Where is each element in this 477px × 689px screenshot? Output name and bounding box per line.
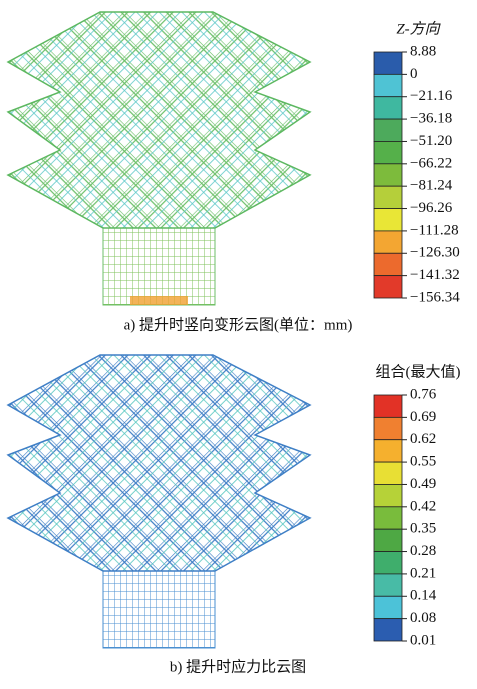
- legend-swatch: [374, 574, 402, 596]
- legend-swatch: [374, 395, 402, 417]
- figure: Z-方向 8.88 0 −21.16 −36.18 −51.20 −66.22 −81.24 −…: [0, 0, 477, 684]
- legend-label: −66.22: [410, 155, 452, 171]
- legend-swatch: [374, 186, 402, 208]
- legend-swatch: [374, 596, 402, 618]
- legend-swatch: [374, 276, 402, 298]
- legend-label: 0.55: [410, 454, 436, 470]
- legend-swatch: [374, 529, 402, 551]
- legend-label: −126.30: [410, 245, 460, 261]
- legend-swatch: [374, 417, 402, 439]
- legend-label: −141.32: [410, 267, 460, 283]
- legend-title: 组合(最大值): [376, 363, 461, 380]
- legend-swatch: [374, 141, 402, 163]
- legend-label: 0.21: [410, 565, 436, 581]
- legend-swatch: [374, 97, 402, 119]
- legend-swatch: [374, 619, 402, 641]
- legend-label: 0.35: [410, 521, 436, 537]
- legend-label: −81.24: [410, 178, 453, 194]
- legend-swatch: [374, 74, 402, 96]
- structure-a: [8, 12, 310, 305]
- legend-label: −156.34: [410, 289, 460, 305]
- caption: b) 提升时应力比云图: [170, 657, 306, 675]
- legend-swatch: [374, 119, 402, 141]
- caption: a) 提升时竖向变形云图(单位：mm): [124, 316, 353, 333]
- legend-label: 0.08: [410, 610, 436, 626]
- legend-swatch: [374, 484, 402, 506]
- legend-title: Z-方向: [396, 20, 441, 37]
- legend-label: 0.69: [410, 409, 436, 425]
- legend-swatch: [374, 253, 402, 275]
- legend-label: −96.26: [410, 200, 453, 216]
- legend-label: 0.01: [410, 632, 436, 648]
- legend-label: −51.20: [410, 133, 452, 149]
- legend-label: 0.62: [410, 431, 436, 447]
- legend-label: −111.28: [410, 222, 459, 238]
- legend-swatch: [374, 164, 402, 186]
- legend-swatch: [374, 231, 402, 253]
- legend-label: 0.14: [410, 588, 437, 604]
- legend-label: −36.18: [410, 111, 452, 127]
- legend-label: 8.88: [410, 43, 436, 59]
- legend-swatch: [374, 440, 402, 462]
- legend-label: 0.76: [410, 386, 437, 402]
- legend-swatch: [374, 52, 402, 74]
- legend-label: −21.16: [410, 88, 453, 104]
- legend-label: 0.49: [410, 476, 436, 492]
- legend-label: 0: [410, 66, 418, 82]
- structure-b: [8, 355, 310, 648]
- legend-swatch: [374, 507, 402, 529]
- legend-swatch: [374, 462, 402, 484]
- legend-swatch: [374, 209, 402, 231]
- legend-label: 0.28: [410, 543, 436, 559]
- legend-label: 0.42: [410, 498, 436, 514]
- legend-swatch: [374, 552, 402, 574]
